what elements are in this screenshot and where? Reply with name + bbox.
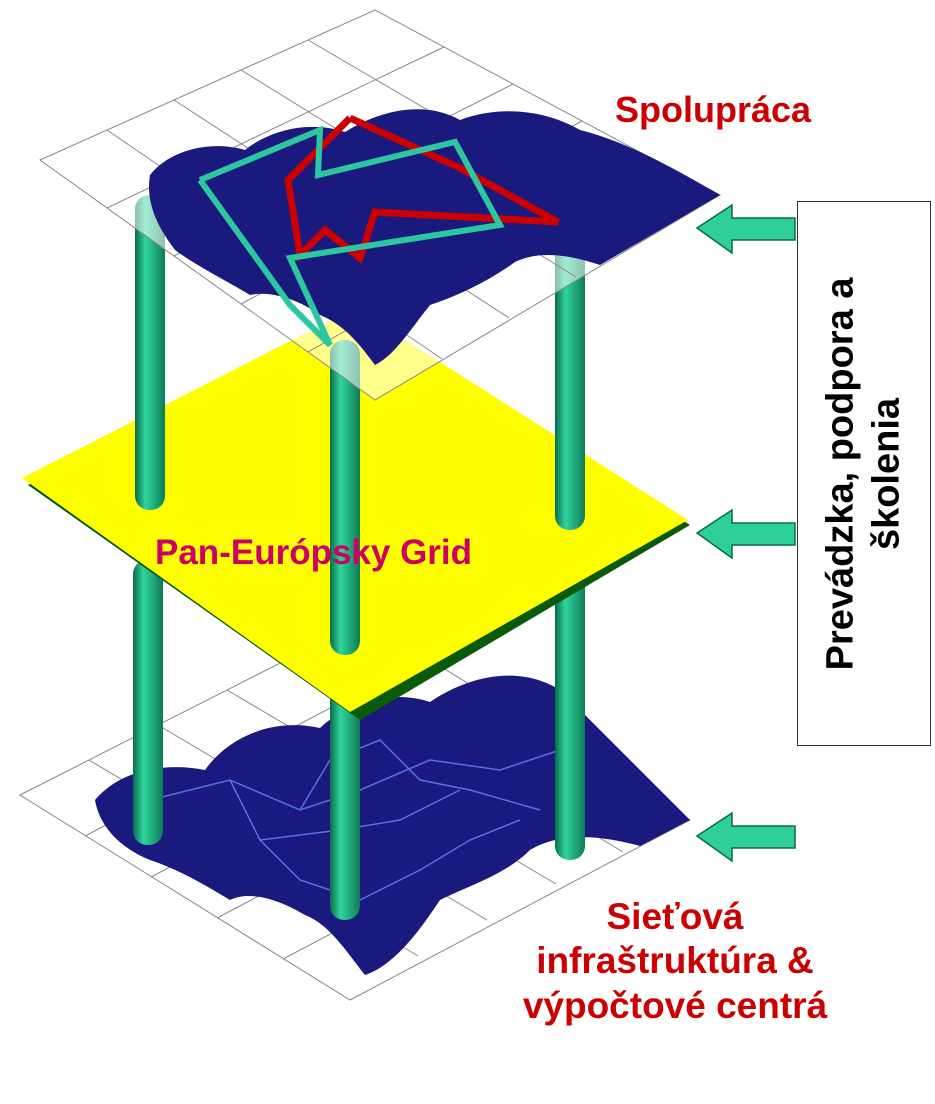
arrow-left-icon [695,203,796,255]
red-collaboration-path [284,114,560,264]
pillar-icon [135,195,165,510]
europe-map-icon-bottom [95,675,690,975]
arrows [695,203,796,863]
arrow-left-icon [695,811,796,863]
network-infrastructure-label: Sieťová infraštruktúra & výpočtové centr… [522,896,828,1026]
pillar-icon [133,560,163,845]
arrow-left-icon [695,508,796,560]
pillar-icon [330,340,360,655]
cooperation-label: Spolupráca [615,89,812,130]
pan-european-grid-label: Pan-Európsky Grid [155,533,473,572]
pillar-icon [555,230,585,530]
upper-pillars [135,195,585,655]
operations-support-label: Prevádzka, podpora a školenia [819,277,907,670]
operations-support-box: Prevádzka, podpora a školenia [797,201,931,746]
top-layer [39,9,722,401]
pillar-icon [555,560,585,860]
teal-collaboration-path [197,125,505,348]
